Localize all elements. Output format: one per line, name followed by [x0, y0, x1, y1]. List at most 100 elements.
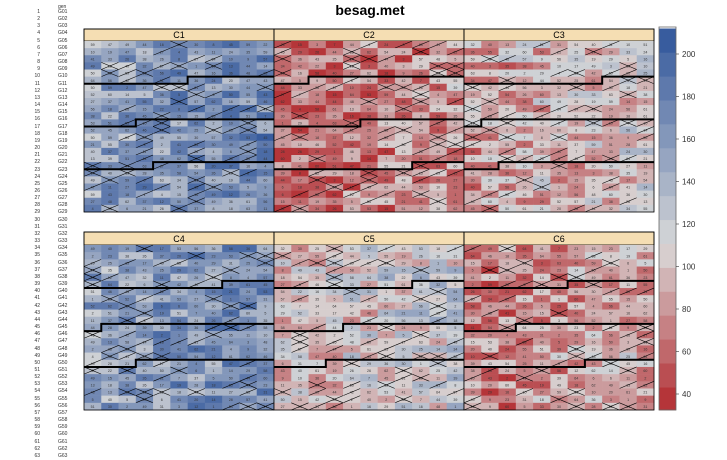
cell-value: 12	[522, 79, 526, 83]
cell-value: 34	[557, 107, 561, 111]
cell-value: 22	[402, 276, 406, 280]
cell-value: 61	[229, 355, 233, 359]
cell-value: 39	[246, 254, 250, 258]
cell-value: 44	[246, 86, 250, 90]
heatmap-cell	[498, 288, 517, 296]
heatmap-cell	[308, 266, 327, 274]
cross-mark	[256, 259, 275, 267]
cell-value: 57	[263, 276, 267, 280]
cell-value: 3	[368, 65, 370, 69]
heatmap-cell	[153, 302, 171, 310]
cross-mark	[135, 69, 154, 77]
cell-value: 43	[315, 269, 319, 273]
row-gen-label: G25	[58, 180, 68, 187]
row-gen-label: G60	[58, 431, 68, 438]
row-number: 55	[34, 395, 40, 402]
slash-mark	[636, 119, 655, 127]
cell-value: 60	[263, 376, 267, 380]
heatmap-cell	[550, 126, 568, 134]
cell-value: 44	[436, 290, 440, 294]
cell-value: 25	[281, 43, 285, 47]
cell-value: 10	[557, 65, 561, 69]
heatmap-cell	[325, 90, 344, 99]
cross-mark	[446, 62, 465, 70]
heatmap-cell	[550, 83, 568, 92]
heatmap-cell	[636, 190, 655, 199]
heatmap-cell	[274, 366, 292, 375]
heatmap-cell	[187, 112, 206, 120]
cell-value: 60	[263, 179, 267, 183]
heatmap-cell	[412, 105, 430, 113]
cell-value: 55	[367, 200, 371, 204]
cross-mark	[412, 190, 430, 199]
cell-value: 27	[350, 72, 354, 76]
cross-mark	[515, 259, 534, 267]
heatmap-cell	[567, 133, 586, 142]
heatmap-cell	[135, 259, 154, 267]
cell-value: 47	[298, 319, 302, 323]
heatmap-cell	[343, 338, 361, 346]
heatmap-cell	[602, 316, 620, 325]
heatmap-cell	[360, 105, 378, 113]
heatmap-cell	[498, 176, 517, 184]
cell-value: 12	[557, 193, 561, 197]
cell-value: 42	[350, 143, 354, 147]
cell-value: 10	[626, 43, 630, 47]
cell-value: 5	[178, 93, 180, 97]
cell-value: 5	[454, 57, 456, 61]
heatmap-cell	[550, 280, 568, 289]
cell-value: 33	[419, 383, 423, 387]
cell-value: 51	[540, 193, 544, 197]
cell-value: 50	[91, 86, 95, 90]
cell-value: 18	[212, 383, 216, 387]
heatmap-cell	[533, 345, 551, 353]
heatmap-cell	[481, 402, 499, 411]
cell-value: 50	[574, 86, 578, 90]
heatmap-cell	[222, 295, 240, 303]
cell-value: 16	[643, 348, 647, 352]
cell-value: 53	[229, 383, 233, 387]
cell-value: 64	[263, 247, 267, 251]
cross-mark	[83, 266, 102, 274]
cell-value: 26	[522, 186, 526, 190]
heatmap-cell	[101, 183, 119, 191]
cell-value: 49	[108, 179, 112, 183]
heatmap-cell	[464, 169, 482, 177]
cell-value: 28	[574, 100, 578, 104]
heatmap-cell	[498, 352, 517, 361]
heatmap-cell	[325, 55, 344, 63]
heatmap-cell	[360, 83, 378, 92]
heatmap-cell	[170, 388, 188, 396]
heatmap-cell	[84, 352, 102, 361]
heatmap-cell	[291, 359, 309, 368]
row-gen-label: G51	[58, 367, 68, 373]
heatmap-cell	[360, 302, 378, 310]
cell-value: 5	[627, 57, 629, 61]
cell-value: 47	[177, 276, 181, 280]
cell-value: 18	[505, 254, 509, 258]
heatmap-cell	[101, 112, 119, 120]
heatmap-cell	[291, 183, 309, 191]
cell-value: 42	[315, 179, 319, 183]
cell-value: 7	[195, 312, 197, 316]
cell-value: 5	[558, 122, 560, 126]
cell-value: 64	[108, 283, 112, 287]
heatmap-cell	[274, 374, 292, 382]
cell-value: 1	[92, 297, 94, 301]
row-gen-label: G63	[58, 452, 68, 459]
cell-value: 4	[161, 193, 163, 197]
heatmap-cell	[325, 169, 344, 177]
cell-value: 54	[177, 319, 181, 323]
cell-value: 50	[91, 136, 95, 140]
cell-value: 10	[522, 391, 526, 395]
heatmap-cell	[325, 190, 344, 199]
heatmap-cell	[515, 302, 534, 310]
cell-value: 16	[626, 312, 630, 316]
cross-mark	[83, 168, 102, 177]
cell-value: 30	[488, 179, 492, 183]
heatmap-cell	[360, 204, 378, 213]
heatmap-cell	[636, 98, 655, 106]
cell-value: 60	[281, 391, 285, 395]
heatmap-cell	[446, 119, 465, 127]
cell-value: 34	[488, 297, 492, 301]
